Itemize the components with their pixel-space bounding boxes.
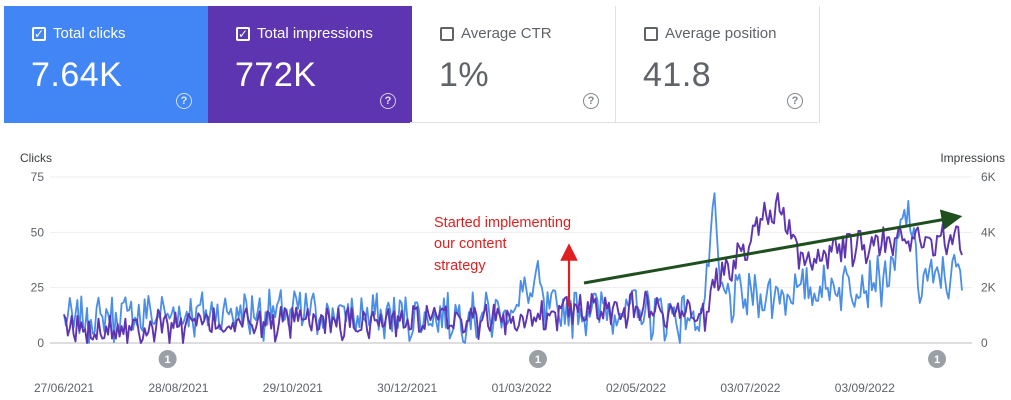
checkbox-checked-icon[interactable]: ✓	[236, 26, 250, 41]
average-position-card[interactable]: Average position 41.8 ?	[616, 6, 820, 123]
annotation-line-3: strategy	[434, 258, 486, 274]
x-tick-label: 30/12/2021	[377, 381, 437, 395]
annotation-marker-label: 1	[165, 354, 171, 366]
y-tick-label-left: 50	[31, 225, 45, 239]
total-clicks-card[interactable]: ✓ Total clicks 7.64K ?	[4, 6, 208, 123]
annotation-marker[interactable]: 1	[158, 350, 177, 368]
average-ctr-header: Average CTR	[440, 25, 552, 42]
annotation-marker[interactable]: 1	[928, 350, 947, 368]
x-tick-label: 01/03/2022	[492, 381, 552, 395]
help-icon[interactable]: ?	[380, 93, 396, 109]
total-clicks-value: 7.64K	[31, 56, 123, 94]
annotation-line-2: our content	[434, 236, 507, 252]
checkbox-unchecked-icon[interactable]	[644, 26, 658, 41]
strategy-annotation: Started implementing our content strateg…	[434, 215, 578, 307]
annotation-marker-label: 1	[934, 354, 940, 366]
total-impressions-header: ✓ Total impressions	[236, 25, 373, 42]
annotation-markers: 1 1 1	[158, 350, 947, 368]
left-y-ticks: 75 50 25 0	[31, 170, 45, 350]
x-tick-label: 03/07/2022	[720, 381, 780, 395]
y-tick-label-left: 25	[31, 281, 45, 295]
y-tick-label-right: 4K	[981, 225, 996, 239]
y-tick-label-left: 0	[37, 336, 44, 350]
annotation-line-1: Started implementing	[434, 215, 571, 231]
x-tick-label: 02/05/2022	[606, 381, 666, 395]
y-tick-label-right: 2K	[981, 281, 996, 295]
right-y-ticks: 6K 4K 2K 0	[981, 170, 996, 350]
annotation-marker-icon[interactable]	[928, 350, 947, 368]
series-lines	[63, 192, 963, 344]
gridlines	[50, 176, 972, 344]
average-position-label: Average position	[665, 25, 777, 42]
trend-arrow-icon	[583, 209, 963, 285]
cards-divider	[410, 122, 818, 123]
average-position-value: 41.8	[643, 56, 712, 94]
annotation-marker-label: 1	[535, 354, 541, 366]
y-tick-label-right: 6K	[981, 170, 996, 184]
annotation-marker-icon[interactable]	[528, 350, 547, 368]
checkbox-checked-icon[interactable]: ✓	[32, 26, 46, 41]
help-icon[interactable]: ?	[583, 93, 599, 109]
right-axis-title: Impressions	[940, 151, 1005, 165]
total-clicks-label: Total clicks	[53, 25, 126, 42]
x-tick-label: 27/06/2021	[34, 381, 94, 395]
left-axis-title: Clicks	[20, 151, 52, 165]
average-ctr-value: 1%	[439, 56, 490, 94]
average-position-header: Average position	[644, 25, 776, 42]
help-icon[interactable]: ?	[787, 93, 803, 109]
total-impressions-card[interactable]: ✓ Total impressions 772K ?	[208, 6, 412, 123]
x-tick-label: 03/09/2022	[835, 381, 895, 395]
clicks-line	[63, 192, 963, 344]
y-tick-label-left: 75	[31, 170, 45, 184]
x-ticks: 27/06/2021 28/08/2021 29/10/2021 30/12/2021…	[34, 381, 895, 395]
annotation-marker[interactable]: 1	[528, 350, 547, 368]
x-tick-label: 28/08/2021	[148, 381, 208, 395]
y-tick-label-right: 0	[981, 336, 988, 350]
checkbox-unchecked-icon[interactable]	[440, 26, 454, 41]
total-clicks-header: ✓ Total clicks	[32, 25, 126, 42]
annotation-marker-icon[interactable]	[158, 350, 177, 368]
total-impressions-value: 772K	[235, 56, 317, 94]
x-tick-label: 29/10/2021	[263, 381, 323, 395]
total-impressions-label: Total impressions	[257, 25, 373, 42]
impressions-line	[63, 192, 963, 344]
metric-cards: ✓ Total clicks 7.64K ? ✓ Total impressio…	[4, 6, 820, 123]
help-icon[interactable]: ?	[176, 93, 192, 109]
average-ctr-card[interactable]: Average CTR 1% ?	[412, 6, 616, 123]
average-ctr-label: Average CTR	[461, 25, 552, 42]
